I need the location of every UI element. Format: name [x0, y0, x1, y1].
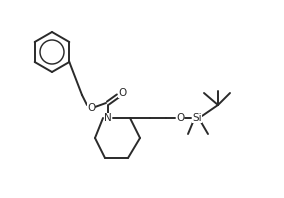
- Text: N: N: [104, 113, 112, 123]
- Text: O: O: [87, 103, 95, 113]
- Text: Si: Si: [192, 113, 202, 123]
- Text: O: O: [118, 88, 126, 98]
- Text: O: O: [176, 113, 184, 123]
